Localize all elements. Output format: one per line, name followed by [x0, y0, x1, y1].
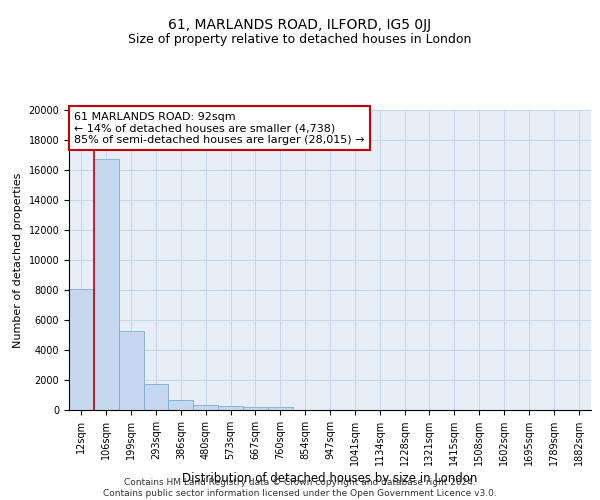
Bar [143, 384, 169, 410]
Bar [69, 288, 94, 410]
Bar [169, 400, 193, 410]
Bar [218, 406, 243, 410]
Bar [243, 407, 268, 410]
Text: 61 MARLANDS ROAD: 92sqm
← 14% of detached houses are smaller (4,738)
85% of semi: 61 MARLANDS ROAD: 92sqm ← 14% of detache… [74, 112, 365, 144]
Text: Size of property relative to detached houses in London: Size of property relative to detached ho… [128, 32, 472, 46]
Bar [268, 408, 293, 410]
Y-axis label: Number of detached properties: Number of detached properties [13, 172, 23, 348]
Text: 61, MARLANDS ROAD, ILFORD, IG5 0JJ: 61, MARLANDS ROAD, ILFORD, IG5 0JJ [169, 18, 431, 32]
Text: Contains HM Land Registry data © Crown copyright and database right 2024.
Contai: Contains HM Land Registry data © Crown c… [103, 478, 497, 498]
Bar [193, 405, 218, 410]
Bar [94, 160, 119, 410]
Bar [119, 330, 143, 410]
X-axis label: Distribution of detached houses by size in London: Distribution of detached houses by size … [182, 472, 478, 485]
